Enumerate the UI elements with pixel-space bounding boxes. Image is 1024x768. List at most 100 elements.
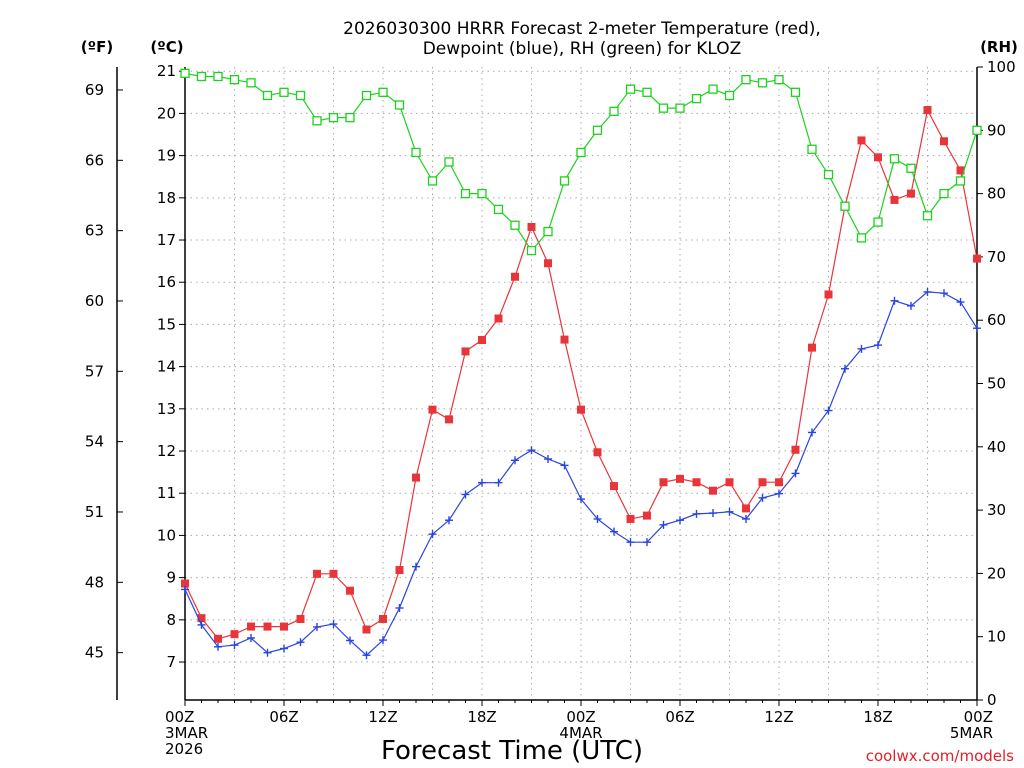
series-layer: [180, 68, 982, 660]
dewpoint-point: [395, 604, 404, 613]
temperature-point: [494, 314, 503, 323]
dewpoint-point: [181, 585, 189, 594]
axis-layer: [116, 66, 983, 706]
x-tick-label: 12Z: [368, 708, 397, 726]
dewpoint-point: [214, 642, 222, 651]
rh-point: [642, 87, 652, 97]
rh-tick-label: 70: [987, 248, 1006, 266]
chart-title-line-1: 2026030300 HRRR Forecast 2-meter Tempera…: [343, 19, 821, 39]
rh-point: [889, 154, 900, 164]
fahrenheit-tick-label: 69: [85, 81, 104, 99]
dewpoint-point: [709, 509, 717, 518]
dewpoint-point: [956, 298, 965, 307]
temperature-point: [643, 511, 651, 520]
dewpoint-point: [230, 641, 239, 650]
dewpoint-point: [725, 507, 734, 516]
rh-point: [955, 176, 966, 186]
temperature-point: [923, 106, 932, 115]
temperature-point: [725, 478, 734, 487]
rh-point: [394, 100, 405, 110]
celsius-tick-label: 14: [157, 358, 176, 376]
dewpoint-point: [742, 514, 750, 523]
temperature-point: [808, 343, 816, 352]
celsius-tick-label: 18: [157, 189, 176, 207]
temperature-point: [478, 336, 486, 345]
fahrenheit-tick-label: 66: [85, 151, 104, 169]
temperature-point: [758, 478, 767, 487]
celsius-tick-label: 13: [157, 400, 176, 418]
temperature-point: [791, 445, 800, 454]
temperature-point: [659, 478, 668, 487]
rh-point: [427, 176, 438, 186]
fahrenheit-tick-label: 48: [85, 573, 104, 591]
rh-point: [774, 75, 784, 85]
temperature-point: [395, 566, 404, 575]
x-tick-label: 12Z: [764, 708, 793, 726]
celsius-tick-label: 8: [166, 611, 176, 629]
dewpoint-point: [280, 644, 288, 653]
rh-tick-label: 0: [987, 691, 997, 709]
rh-tick-label: 90: [987, 121, 1006, 139]
dewpoint-point: [247, 633, 255, 642]
rh-point: [576, 147, 586, 158]
temperature-point: [263, 622, 272, 631]
fahrenheit-tick-label: 57: [85, 362, 104, 380]
fahrenheit-tick-label: 60: [85, 292, 104, 310]
dewpoint-point: [841, 364, 849, 373]
rh-point: [345, 112, 355, 123]
rh-point: [592, 125, 603, 135]
fahrenheit-tick-label: 45: [85, 644, 104, 662]
rh-point: [328, 112, 339, 123]
rh-point: [807, 144, 817, 154]
celsius-tick-label: 20: [157, 104, 176, 122]
celsius-tick-label: 7: [166, 653, 176, 671]
rh-point: [757, 78, 768, 88]
rh-point: [741, 75, 751, 85]
temperature-point: [692, 478, 701, 487]
rh-point: [477, 188, 487, 199]
rh-point: [493, 204, 504, 215]
celsius-tick-label: 16: [157, 273, 176, 291]
rh-point: [526, 245, 537, 256]
dewpoint-point: [824, 406, 833, 415]
rh-point: [279, 87, 289, 97]
rh-tick-label: 100: [987, 58, 1016, 76]
dewpoint-point: [560, 461, 569, 470]
temperature-point: [907, 189, 915, 198]
rh-point: [790, 87, 801, 97]
dewpoint-point: [296, 638, 305, 647]
fahrenheit-tick-label: 54: [85, 433, 104, 451]
rh-point: [972, 125, 982, 135]
dewpoint-point: [659, 520, 668, 529]
rh-point: [675, 103, 685, 113]
temperature-point: [560, 335, 569, 344]
dewpoint-point: [758, 493, 767, 502]
x-tick-label: 00Z: [964, 708, 993, 726]
x-tick-label: 4MAR: [559, 724, 602, 742]
rh-point: [312, 116, 322, 126]
rh-point: [691, 94, 702, 104]
rh-point: [229, 75, 240, 85]
dewpoint-point: [857, 344, 866, 353]
rh-point: [543, 226, 553, 237]
rh-point: [873, 217, 883, 227]
rh-point: [823, 169, 834, 180]
fahrenheit-tick-label: 51: [85, 503, 104, 521]
x-tick-label: 00Z: [566, 708, 595, 726]
celsius-tick-label: 15: [157, 315, 176, 333]
dewpoint-point: [923, 287, 932, 296]
temperature-point: [626, 514, 635, 523]
temperature-point: [412, 473, 420, 482]
rh-point: [625, 84, 636, 94]
celsius-tick-label: 21: [157, 62, 176, 80]
dewpoint-point: [527, 446, 536, 455]
celsius-tick-label: 19: [157, 147, 176, 165]
rh-point: [939, 188, 949, 199]
temperature-point: [181, 579, 189, 588]
x-axis-label: Forecast Time (UTC): [381, 736, 643, 766]
fahrenheit-tick-label: 63: [85, 222, 104, 240]
dewpoint-point: [478, 478, 486, 487]
temperature-point: [247, 622, 255, 631]
dewpoint-point: [494, 478, 503, 487]
